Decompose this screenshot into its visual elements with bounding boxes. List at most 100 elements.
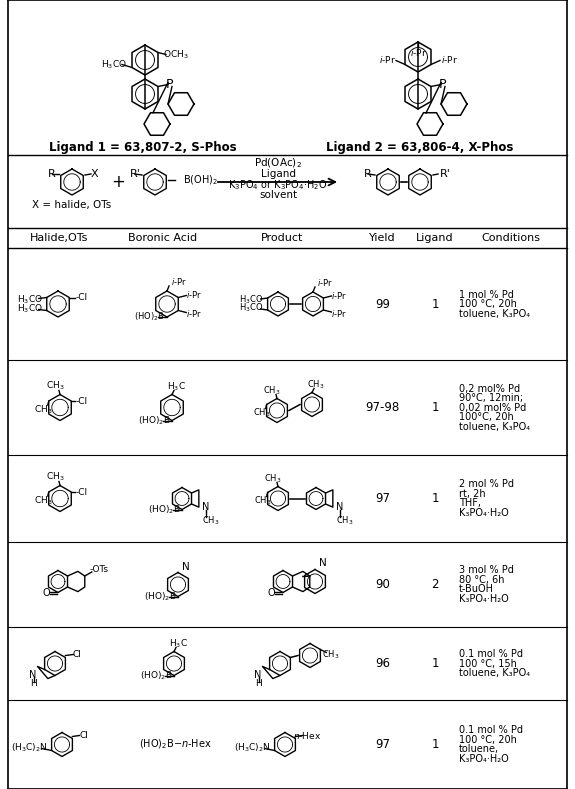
Text: H$_3$CO: H$_3$CO xyxy=(239,294,264,306)
Text: Ligand 2 = 63,806-4, X-Phos: Ligand 2 = 63,806-4, X-Phos xyxy=(327,140,513,154)
Text: H$_3$CO: H$_3$CO xyxy=(239,301,264,314)
Text: Pd(OAc)$_2$: Pd(OAc)$_2$ xyxy=(254,156,302,170)
Text: 1: 1 xyxy=(431,401,439,414)
Text: CH$_3$: CH$_3$ xyxy=(263,384,281,397)
Text: (HO)$_2$B: (HO)$_2$B xyxy=(144,590,177,603)
Text: $i$-Pr: $i$-Pr xyxy=(440,54,458,65)
Text: t-BuOH: t-BuOH xyxy=(459,584,494,594)
Text: (H$_3$C)$_2$N: (H$_3$C)$_2$N xyxy=(12,741,48,753)
Text: 1 mol % Pd: 1 mol % Pd xyxy=(459,290,514,300)
Text: (HO)$_2$B$-n$-Hex: (HO)$_2$B$-n$-Hex xyxy=(139,738,212,751)
Text: 90°C, 12min;: 90°C, 12min; xyxy=(459,393,523,403)
Text: CH$_3$: CH$_3$ xyxy=(336,514,354,527)
Text: 100°C, 20h: 100°C, 20h xyxy=(459,412,513,422)
Text: X = halide, OTs: X = halide, OTs xyxy=(32,200,112,210)
Text: H: H xyxy=(30,679,37,688)
Text: CH$_3$: CH$_3$ xyxy=(34,495,53,507)
Text: 3 mol % Pd: 3 mol % Pd xyxy=(459,565,514,575)
Text: K₃PO₄·H₂O: K₃PO₄·H₂O xyxy=(459,594,509,604)
Text: K₃PO₄·H₂O: K₃PO₄·H₂O xyxy=(459,508,509,518)
Text: R': R' xyxy=(440,169,451,179)
Text: Ligand 1 = 63,807-2, S-Phos: Ligand 1 = 63,807-2, S-Phos xyxy=(49,140,237,154)
Text: O: O xyxy=(42,588,50,597)
Text: P: P xyxy=(439,78,447,91)
Text: N: N xyxy=(182,562,190,571)
Text: (HO)$_2$B: (HO)$_2$B xyxy=(133,311,164,323)
Text: 2 mol % Pd: 2 mol % Pd xyxy=(459,479,514,489)
Text: 100 °C, 20h: 100 °C, 20h xyxy=(459,735,517,745)
Text: P: P xyxy=(166,78,174,91)
Text: Ligand: Ligand xyxy=(416,233,454,243)
Text: N: N xyxy=(202,502,209,511)
Text: +: + xyxy=(111,173,125,191)
Text: 90: 90 xyxy=(375,578,390,591)
Text: 97-98: 97-98 xyxy=(365,401,400,414)
Text: K$_3$PO$_4$ or K$_3$PO$_4$·H$_2$O: K$_3$PO$_4$ or K$_3$PO$_4$·H$_2$O xyxy=(228,178,328,192)
Text: Conditions: Conditions xyxy=(481,233,540,243)
Text: 1: 1 xyxy=(431,657,439,670)
Text: Product: Product xyxy=(261,233,304,243)
Text: CH$_3$: CH$_3$ xyxy=(307,378,325,391)
Text: 80 °C, 6h: 80 °C, 6h xyxy=(459,574,504,585)
Text: CH$_3$: CH$_3$ xyxy=(45,380,64,392)
Text: -OTs: -OTs xyxy=(89,566,108,574)
Text: N: N xyxy=(336,502,343,511)
Text: Yield: Yield xyxy=(369,233,396,243)
Text: $i$-Pr: $i$-Pr xyxy=(186,308,202,319)
Text: 2: 2 xyxy=(431,578,439,591)
Text: -Cl: -Cl xyxy=(75,488,87,496)
Text: 99: 99 xyxy=(375,297,390,311)
Text: Cl: Cl xyxy=(80,731,89,740)
Text: 1: 1 xyxy=(431,492,439,505)
Text: CH$_3$: CH$_3$ xyxy=(202,514,220,527)
Text: toluene, K₃PO₄: toluene, K₃PO₄ xyxy=(459,308,530,319)
Text: N: N xyxy=(254,670,262,679)
Text: N: N xyxy=(319,559,327,569)
Text: 97: 97 xyxy=(375,492,390,505)
Text: O: O xyxy=(267,588,275,597)
Text: (HO)$_2$B: (HO)$_2$B xyxy=(137,414,170,427)
Text: toluene, K₃PO₄: toluene, K₃PO₄ xyxy=(459,421,530,432)
Text: toluene, K₃PO₄: toluene, K₃PO₄ xyxy=(459,668,530,678)
Text: N: N xyxy=(29,670,36,679)
Text: 1: 1 xyxy=(431,738,439,751)
Text: 1: 1 xyxy=(431,297,439,311)
Text: -Cl: -Cl xyxy=(75,397,87,406)
Text: $i$-Pr: $i$-Pr xyxy=(171,275,187,286)
Text: H$_3$CO: H$_3$CO xyxy=(17,302,43,315)
Text: rt, 2h: rt, 2h xyxy=(459,488,486,499)
Text: 100 °C, 20h: 100 °C, 20h xyxy=(459,299,517,309)
Text: CH$_3$: CH$_3$ xyxy=(321,649,339,660)
Text: Boronic Acid: Boronic Acid xyxy=(128,233,197,243)
Text: $n$-Hex: $n$-Hex xyxy=(293,730,321,741)
Text: $i$-Pr: $i$-Pr xyxy=(331,308,347,319)
Text: Cl: Cl xyxy=(73,650,82,659)
Text: H$_3$C: H$_3$C xyxy=(167,380,186,393)
Text: $i$-Pr: $i$-Pr xyxy=(317,276,333,287)
Text: K₃PO₄·H₂O: K₃PO₄·H₂O xyxy=(459,753,509,764)
Text: OCH$_3$: OCH$_3$ xyxy=(163,48,189,61)
Text: Halide,OTs: Halide,OTs xyxy=(30,233,88,243)
Text: 0.1 mol % Pd: 0.1 mol % Pd xyxy=(459,725,523,735)
Text: (H$_3$C)$_2$N: (H$_3$C)$_2$N xyxy=(234,741,271,753)
Text: R: R xyxy=(364,169,372,179)
Text: R': R' xyxy=(129,169,140,179)
Text: (HO)$_2$B: (HO)$_2$B xyxy=(148,503,181,516)
Text: H$_3$C: H$_3$C xyxy=(168,638,187,650)
Text: H$_3$CO: H$_3$CO xyxy=(17,294,43,306)
Text: 96: 96 xyxy=(375,657,390,670)
Text: CH$_3$: CH$_3$ xyxy=(264,473,282,484)
Text: 0.1 mol % Pd: 0.1 mol % Pd xyxy=(459,649,523,659)
Text: CH$_3$: CH$_3$ xyxy=(253,406,270,419)
Text: $i$-Pr: $i$-Pr xyxy=(186,289,202,300)
Text: CH$_3$: CH$_3$ xyxy=(34,404,53,417)
Text: THF,: THF, xyxy=(459,498,481,508)
Text: CH$_3$: CH$_3$ xyxy=(254,494,271,507)
Text: B(OH)$_2$: B(OH)$_2$ xyxy=(183,174,218,187)
Text: -Cl: -Cl xyxy=(75,293,87,302)
Text: H: H xyxy=(255,679,262,688)
Text: $i$-Pr: $i$-Pr xyxy=(331,290,347,301)
Text: toluene,: toluene, xyxy=(459,744,499,754)
Text: 100 °C, 15h: 100 °C, 15h xyxy=(459,659,517,668)
Text: 0,2 mol% Pd: 0,2 mol% Pd xyxy=(459,383,520,394)
